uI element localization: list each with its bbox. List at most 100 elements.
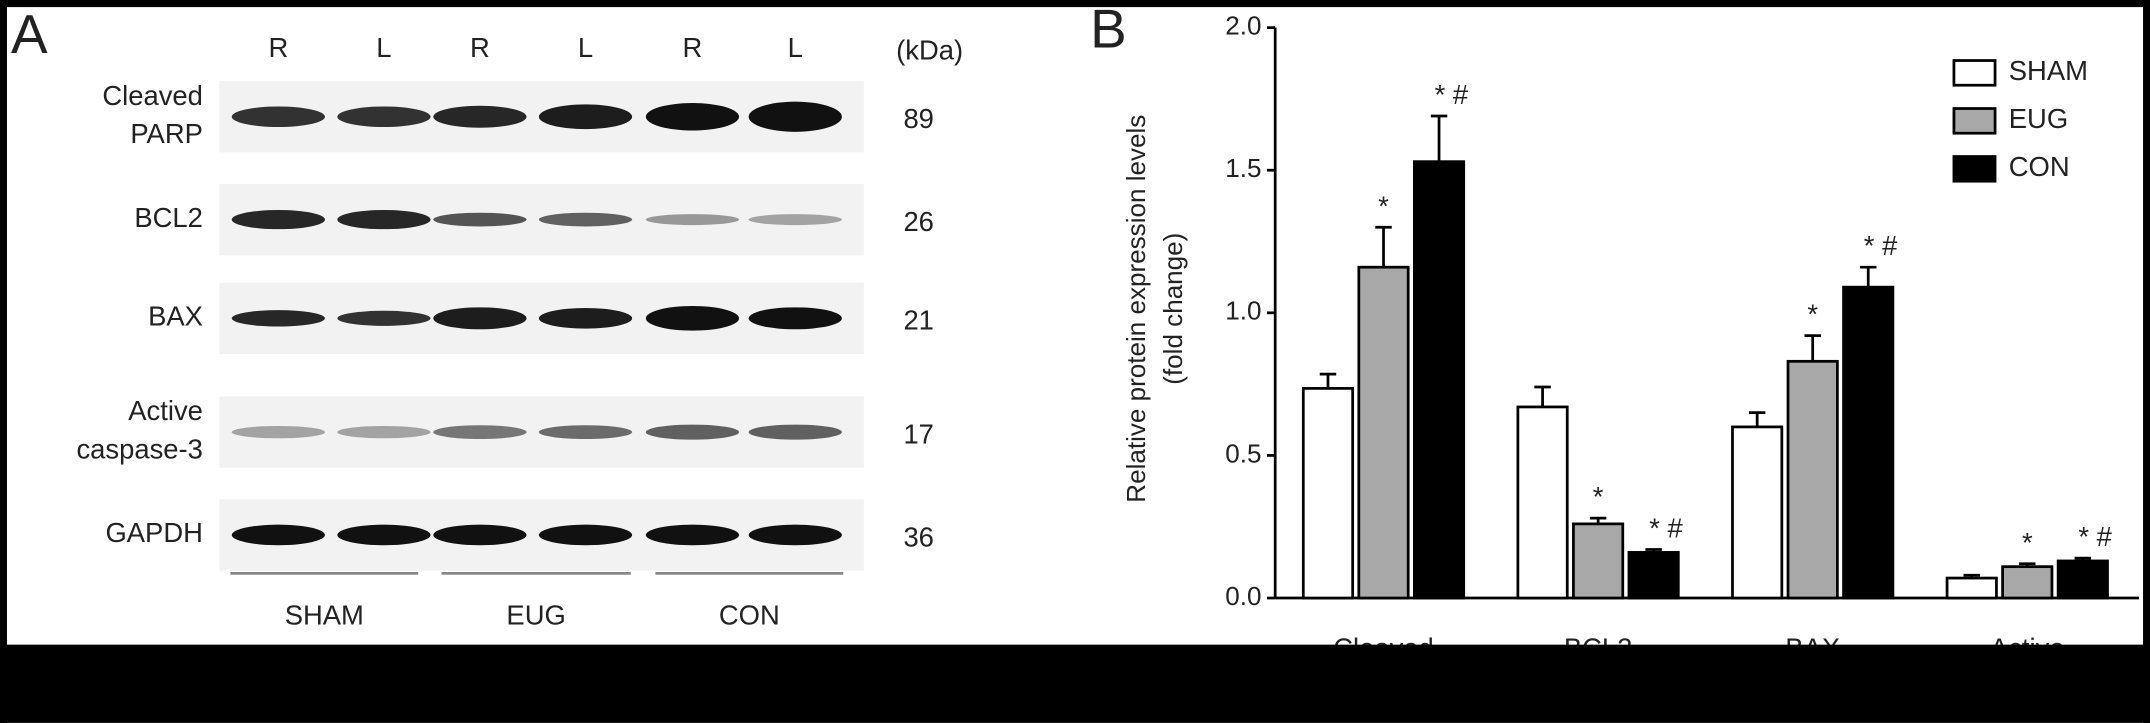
- error-bar: [1589, 516, 1607, 524]
- panel-label: B: [1090, 0, 1127, 60]
- frame: [0, 644, 2150, 723]
- group-label: SHAM: [285, 599, 364, 630]
- content: A (kDa) B Relative protein expression le…: [11, 0, 2140, 663]
- bar: [1627, 551, 1680, 600]
- y-tick-label: 1.0: [1225, 296, 1261, 326]
- band: [748, 424, 842, 440]
- bar: [1572, 522, 1625, 600]
- y-axis-label: Relative protein expression levels: [1121, 115, 1151, 503]
- lane-label: R: [268, 32, 288, 63]
- legend-label: CON: [2009, 151, 2070, 182]
- error-bar: [2019, 562, 2036, 567]
- bar: [1412, 160, 1466, 600]
- significance-label: * #: [1649, 513, 1683, 544]
- frame: [0, 0, 2150, 8]
- frame: [2143, 0, 2150, 723]
- kda-label: 21: [903, 305, 933, 336]
- kda-label: 26: [903, 206, 933, 237]
- y-tick-label: 2.0: [1225, 10, 1261, 40]
- band: [433, 212, 527, 227]
- protein-label: PARP: [130, 118, 203, 149]
- kda-label: 36: [903, 521, 933, 552]
- error-bar: [1319, 372, 1337, 389]
- band: [748, 101, 842, 132]
- y-tick-label: 0.5: [1225, 438, 1261, 468]
- error-bar: [1804, 334, 1821, 362]
- bar: [1357, 265, 1410, 600]
- panel-label: A: [11, 3, 48, 65]
- band: [645, 524, 740, 546]
- protein-label: BAX: [148, 301, 203, 332]
- lane-label: R: [470, 32, 490, 63]
- band: [433, 307, 527, 330]
- significance-label: * #: [2078, 521, 2112, 552]
- y-tick-label: 1.5: [1225, 153, 1261, 183]
- band: [538, 212, 633, 227]
- band: [645, 103, 740, 131]
- band: [748, 307, 842, 330]
- lane-label: L: [788, 32, 803, 63]
- band: [645, 214, 740, 226]
- error-bar: [1859, 265, 1877, 288]
- band: [231, 106, 325, 128]
- significance-label: * #: [1435, 79, 1469, 110]
- significance-label: *: [1807, 299, 1818, 330]
- bar: [1301, 387, 1355, 600]
- frame: [0, 0, 7, 723]
- error-bar: [2074, 556, 2092, 561]
- band: [433, 425, 527, 439]
- kda-label: 17: [903, 418, 933, 449]
- band: [538, 425, 633, 439]
- significance-label: *: [1593, 481, 1604, 512]
- legend-label: SHAM: [2009, 55, 2088, 86]
- bar: [1516, 405, 1569, 600]
- significance-label: *: [2022, 527, 2033, 558]
- bar: [1786, 359, 1839, 600]
- lane-label: L: [376, 32, 391, 63]
- protein-label: Active: [128, 395, 203, 426]
- error-bar: [1430, 114, 1448, 162]
- error-bar: [1748, 411, 1766, 427]
- error-bar: [1375, 225, 1392, 268]
- legend-label: EUG: [2009, 103, 2068, 134]
- kda-label: 89: [903, 103, 933, 134]
- bar: [1731, 425, 1784, 600]
- bar: [1945, 576, 1998, 600]
- band: [538, 308, 633, 329]
- bar: [1842, 285, 1895, 600]
- legend-swatch: [1952, 59, 1997, 87]
- lane-label: R: [683, 32, 703, 63]
- y-tick-label: 0.0: [1225, 581, 1261, 611]
- band: [433, 524, 527, 546]
- band: [538, 524, 633, 546]
- y-axis-label: (fold change): [1158, 233, 1188, 385]
- protein-label: Cleaved: [102, 80, 203, 111]
- band: [748, 524, 842, 546]
- lane-label: L: [578, 32, 593, 63]
- band: [337, 209, 431, 230]
- legend-swatch: [1952, 155, 1997, 183]
- significance-label: * #: [1864, 230, 1898, 261]
- band: [748, 214, 842, 226]
- protein-label: BCL2: [134, 202, 203, 233]
- legend-swatch: [1952, 107, 1997, 135]
- band: [337, 310, 431, 326]
- band: [231, 524, 325, 546]
- significance-label: *: [1378, 190, 1389, 221]
- error-bar: [1645, 548, 1662, 553]
- group-label: CON: [719, 599, 780, 630]
- band: [538, 104, 633, 130]
- band: [337, 524, 431, 546]
- band: [337, 425, 431, 439]
- band: [231, 209, 325, 230]
- band: [645, 305, 740, 331]
- band: [433, 105, 527, 128]
- protein-label: caspase-3: [76, 434, 202, 465]
- group-label: EUG: [506, 599, 565, 630]
- band: [645, 424, 740, 440]
- bar: [2001, 565, 2054, 600]
- error-bar: [1963, 573, 1980, 579]
- protein-label: GAPDH: [105, 517, 202, 548]
